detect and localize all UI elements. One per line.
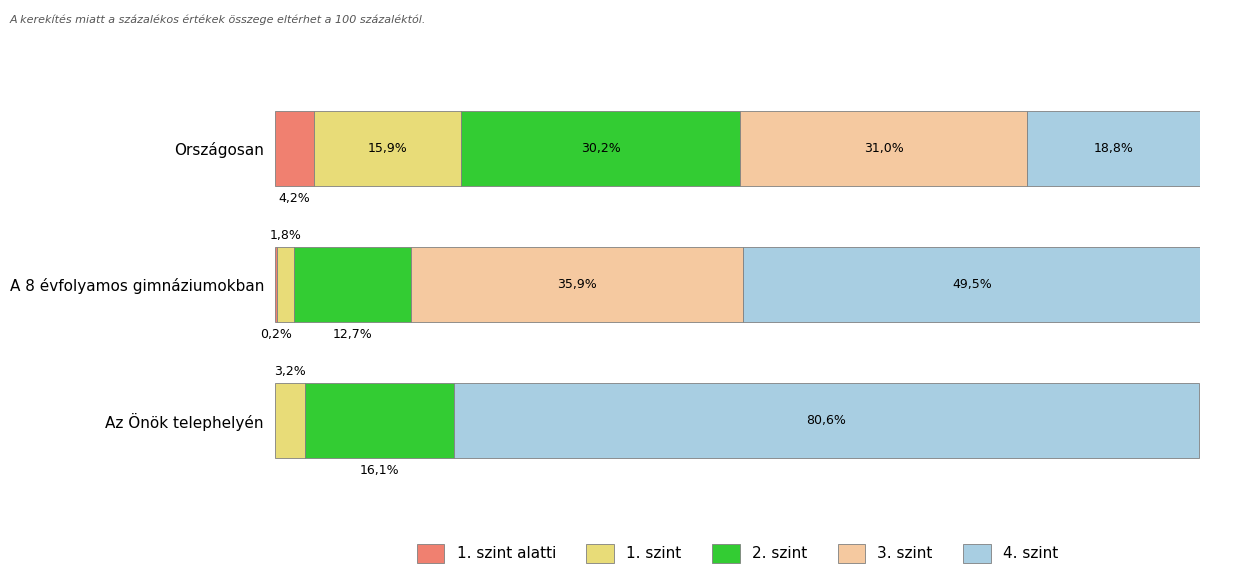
Bar [294, 247, 411, 322]
Text: 49,5%: 49,5% [952, 278, 991, 291]
Text: 35,9%: 35,9% [558, 278, 598, 291]
Text: 1,8%: 1,8% [269, 229, 301, 242]
Bar [740, 111, 1028, 186]
Text: 31,0%: 31,0% [864, 142, 904, 155]
Bar [275, 111, 314, 186]
Text: 30,2%: 30,2% [581, 142, 620, 155]
Bar [742, 247, 1201, 322]
Text: 15,9%: 15,9% [368, 142, 408, 155]
Bar [275, 384, 305, 458]
Bar [275, 247, 276, 322]
Bar [314, 111, 461, 186]
Legend: 1. szint alatti, 1. szint, 2. szint, 3. szint, 4. szint: 1. szint alatti, 1. szint, 2. szint, 3. … [411, 538, 1064, 568]
Bar [276, 247, 294, 322]
Text: 80,6%: 80,6% [806, 415, 846, 427]
Text: 4,2%: 4,2% [279, 191, 310, 205]
Bar [411, 247, 742, 322]
Text: 18,8%: 18,8% [1094, 142, 1134, 155]
Text: 16,1%: 16,1% [359, 463, 399, 476]
Bar [461, 111, 740, 186]
Bar [454, 384, 1199, 458]
Text: 3,2%: 3,2% [274, 365, 306, 378]
Text: 12,7%: 12,7% [332, 328, 372, 340]
Text: A kerekítés miatt a százalékos értékek összege eltérhet a 100 százaléktól.: A kerekítés miatt a százalékos értékek ö… [10, 15, 426, 25]
Text: 0,2%: 0,2% [260, 328, 291, 340]
Bar [1028, 111, 1201, 186]
Bar [305, 384, 454, 458]
